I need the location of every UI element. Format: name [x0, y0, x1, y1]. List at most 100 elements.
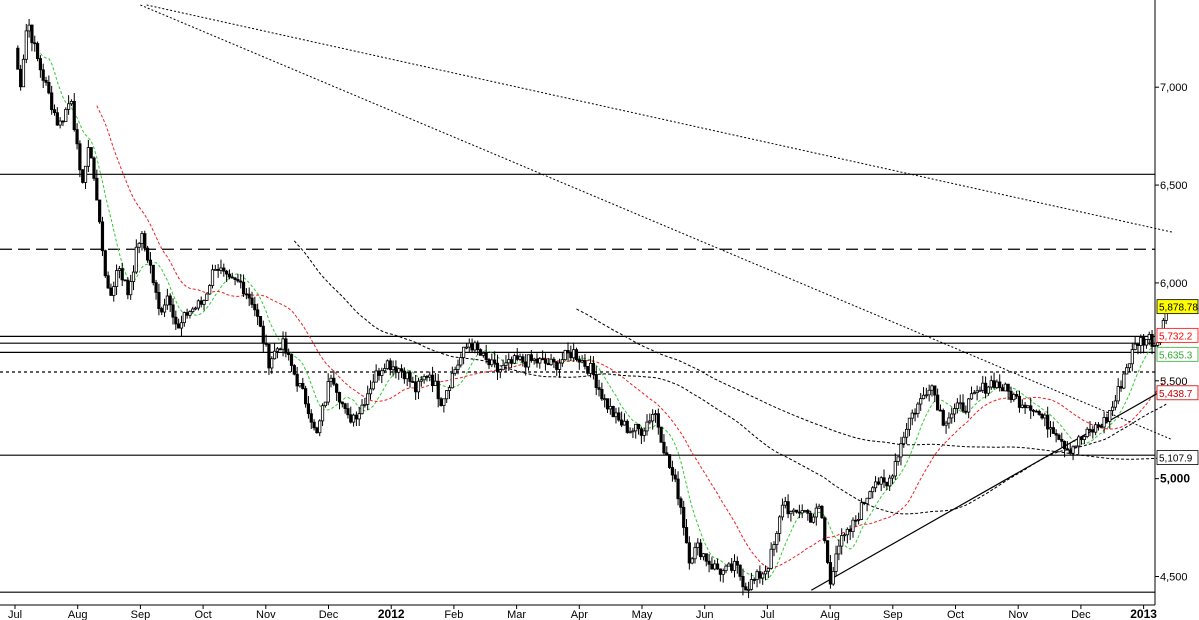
- x-tick-label: Feb: [444, 609, 463, 620]
- candle-body: [546, 362, 550, 366]
- candle-body: [210, 269, 215, 286]
- candle-body: [414, 381, 418, 393]
- candle-body: [250, 297, 254, 305]
- candle-body: [462, 346, 466, 358]
- candle-body: [588, 363, 593, 374]
- candle-body: [1108, 410, 1112, 422]
- candle-body: [346, 408, 350, 416]
- candle-body: [631, 430, 635, 433]
- candle-body: [552, 358, 556, 363]
- candle-body: [910, 412, 914, 419]
- candle-body: [752, 579, 756, 581]
- candle-body: [405, 372, 409, 380]
- moving-average-lines: [40, 53, 1167, 581]
- candle-body: [862, 502, 866, 505]
- candle-body: [1009, 390, 1013, 401]
- candle-body: [608, 405, 612, 410]
- candle-body: [834, 553, 838, 572]
- candle-body: [33, 42, 37, 45]
- candle-body: [137, 243, 141, 248]
- candle-body: [154, 282, 158, 293]
- candle-body: [569, 352, 573, 359]
- candle-body: [196, 300, 200, 309]
- candle-body: [727, 563, 731, 567]
- candle-body: [219, 267, 223, 271]
- candle-body: [837, 545, 841, 555]
- candle-body: [611, 405, 615, 418]
- candle-body: [131, 271, 136, 282]
- candle-body: [1065, 448, 1070, 451]
- candle-body: [292, 365, 296, 375]
- candle-body: [258, 315, 263, 327]
- candle-body: [888, 477, 892, 487]
- candle-body: [185, 312, 189, 316]
- candle-body: [1147, 334, 1151, 340]
- candle-body: [436, 380, 440, 400]
- candle-body: [648, 420, 652, 423]
- candle-body: [885, 481, 889, 487]
- candle-body: [216, 268, 220, 271]
- candle-body: [541, 358, 545, 361]
- candle-body: [332, 377, 336, 385]
- candle-body: [986, 386, 991, 394]
- candle-body: [388, 360, 392, 371]
- candle-body: [1057, 434, 1061, 440]
- candle-body: [1034, 410, 1038, 413]
- price-tag: 5,438.7: [1156, 385, 1199, 401]
- moving-average-200: [576, 308, 1167, 460]
- candle-body: [873, 481, 878, 489]
- candle-body: [857, 519, 861, 521]
- candle-body: [439, 398, 443, 406]
- candle-body: [157, 292, 161, 309]
- candle-body: [961, 402, 965, 412]
- candle-body: [1116, 386, 1120, 402]
- candle-body: [941, 410, 945, 426]
- long-term-trendline-1: [140, 4, 1173, 440]
- candle-body: [35, 43, 40, 59]
- candle-body: [549, 358, 553, 366]
- candle-body: [134, 246, 138, 273]
- candle-body: [287, 352, 291, 355]
- candle-body: [936, 394, 940, 411]
- candle-body: [430, 374, 435, 387]
- candle-body: [532, 358, 536, 361]
- candle-body: [938, 409, 943, 412]
- candle-body: [741, 576, 745, 588]
- price-tag-box: [1156, 385, 1199, 401]
- candle-body: [98, 199, 102, 223]
- candle-body: [809, 512, 813, 523]
- candle-body: [634, 423, 638, 432]
- candle-body: [397, 368, 401, 373]
- price-tag-label: 5,107.9: [1159, 454, 1193, 465]
- candle-body: [484, 352, 488, 360]
- candle-body: [193, 307, 198, 310]
- candle-body: [100, 221, 105, 252]
- candle-body: [574, 349, 579, 360]
- candle-body: [1003, 383, 1007, 392]
- candle-body: [662, 441, 666, 454]
- candle-body: [518, 356, 522, 360]
- candle-body: [676, 478, 680, 500]
- candle-body: [329, 377, 333, 382]
- x-tick-label: Mar: [507, 609, 526, 620]
- candle-body: [1091, 429, 1095, 433]
- candle-body: [1125, 367, 1129, 375]
- x-tick-label: Dec: [319, 609, 339, 620]
- candle-body: [493, 359, 497, 364]
- candle-body: [106, 275, 110, 289]
- candle-body: [278, 348, 282, 351]
- candle-body: [789, 511, 793, 515]
- candle-body: [1077, 436, 1081, 447]
- candle-body: [241, 281, 246, 295]
- candle-body: [47, 81, 51, 94]
- candle-body: [1119, 386, 1123, 389]
- x-tick-label: Jul: [8, 609, 22, 620]
- candle-body: [411, 381, 415, 383]
- candle-body: [244, 293, 248, 296]
- candle-body: [89, 147, 93, 159]
- candle-body: [284, 338, 288, 354]
- x-tick-label: Aug: [68, 609, 88, 620]
- candle-body: [129, 281, 133, 296]
- candle-body: [326, 381, 330, 403]
- price-tag-label: 5,438.7: [1159, 389, 1193, 400]
